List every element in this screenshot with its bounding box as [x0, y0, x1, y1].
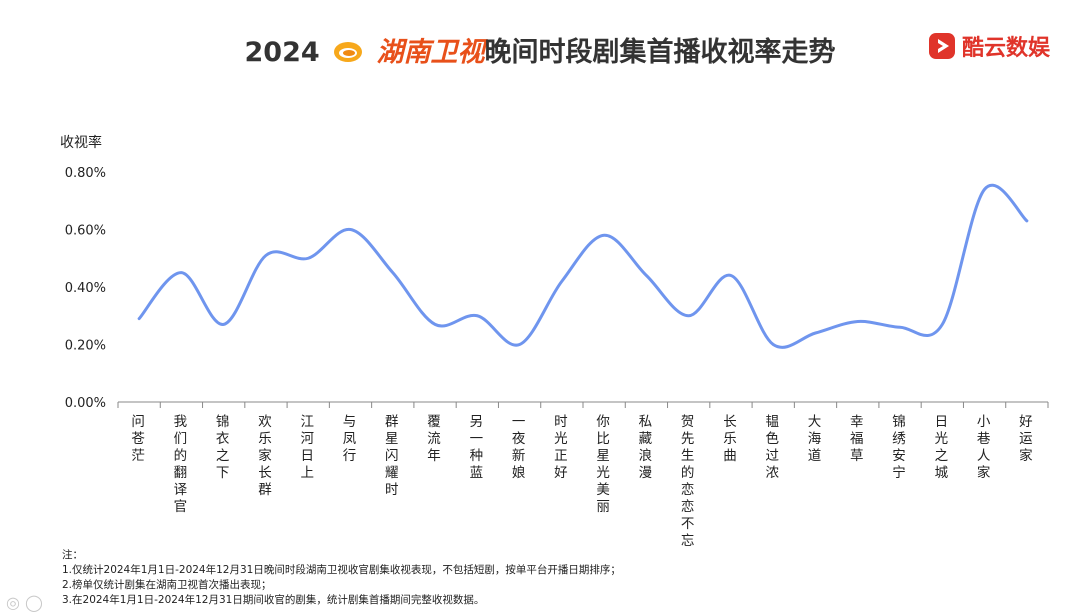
- x-tick-label: 锦衣之下: [216, 414, 230, 481]
- x-tick-label: 问苍茫: [131, 414, 145, 464]
- x-tick-label: 小巷人家: [977, 414, 991, 481]
- title-rest: 晚间时段剧集首播收视率走势: [484, 37, 836, 68]
- x-tick-label: 贺先生的恋恋不忘: [681, 414, 695, 549]
- x-tick-label: 大海道: [808, 414, 822, 464]
- line-chart: 0.00% 0.20% 0.40% 0.60% 0.80% 问苍茫 我们的翻译官 锦衣之下 欢乐…: [65, 166, 1049, 549]
- x-tick-label: 私藏浪漫: [639, 414, 653, 481]
- brand-play-icon: [928, 33, 955, 59]
- x-tick-label: 群星闪耀时: [385, 414, 399, 498]
- brand-logo: 酷云数娱: [928, 30, 1050, 62]
- y-tick-label: 0.00%: [65, 396, 106, 411]
- x-tick-label: 江河日上: [300, 414, 314, 481]
- note-line-3: 3.在2024年1月1日-2024年12月31日期间收官的剧集，统计剧集首播期间…: [62, 594, 485, 606]
- note-line-1: 1.仅统计2024年1月1日-2024年12月31日晚间时段湖南卫视收官剧集收视…: [62, 564, 621, 576]
- chart-title: 2024 湖南卫视晚间时段剧集首播收视率走势: [0, 30, 1080, 69]
- y-tick-label: 0.20%: [65, 339, 106, 354]
- x-tick-label: 覆流年: [427, 414, 441, 464]
- note-line-2: 2.榜单仅统计剧集在湖南卫视首次播出表现；: [62, 579, 272, 591]
- x-tick-label: 与凤行: [343, 414, 357, 464]
- title-year: 2024: [244, 37, 320, 68]
- x-tick-label: 长乐曲: [723, 414, 737, 464]
- x-tick-label: 好运家: [1019, 414, 1033, 464]
- watermark-logo: ◎ ◯: [6, 593, 43, 612]
- mango-logo-icon: [334, 41, 363, 62]
- brand-name: 酷云数娱: [961, 36, 1050, 61]
- notes: 注： 1.仅统计2024年1月1日-2024年12月31日晚间时段湖南卫视收官剧…: [62, 548, 621, 608]
- x-tick-label: 我们的翻译官: [174, 414, 188, 515]
- x-tick-label: 另一种蓝: [470, 414, 484, 481]
- x-tick-label: 韫色过浓: [765, 414, 779, 481]
- y-tick-label: 0.80%: [65, 166, 106, 181]
- x-tick-label: 幸福草: [850, 414, 864, 464]
- x-tick-label: 欢乐家长群: [258, 414, 272, 498]
- x-tick-label: 日光之城: [935, 414, 949, 481]
- y-tick-label: 0.60%: [65, 224, 106, 239]
- x-tick-label: 锦绣安宁: [892, 414, 906, 481]
- x-tick-label: 你比星光美丽: [596, 414, 610, 515]
- notes-heading: 注：: [62, 549, 83, 561]
- x-tick-label: 时光正好: [554, 414, 568, 481]
- series-line: [137, 184, 1029, 349]
- x-tick-label: 一夜新娘: [512, 414, 526, 481]
- y-axis-label: 收视率: [60, 135, 102, 151]
- y-tick-label: 0.40%: [65, 281, 106, 296]
- title-channel: 湖南卫视: [376, 37, 485, 68]
